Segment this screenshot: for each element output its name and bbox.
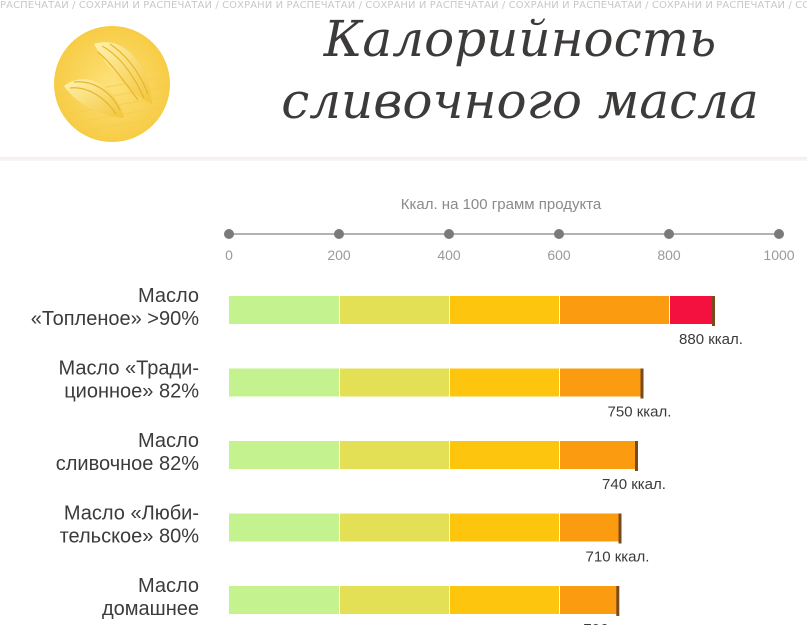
bar-value-label: 750 ккал. <box>608 404 672 421</box>
bar-segment <box>450 296 559 324</box>
butter-photo <box>54 26 170 142</box>
bar-value-label: 710 ккал. <box>586 549 650 566</box>
x-axis-tick-dot <box>664 229 674 239</box>
bar-category-label-line: «Топленое» >90% <box>31 308 199 330</box>
x-axis-tick-label: 200 <box>327 247 351 263</box>
bar-value-label: 706 ккал. <box>583 621 647 625</box>
bar-value-label: 880 ккал. <box>679 331 743 348</box>
x-axis-tick-label: 0 <box>225 247 233 263</box>
bar-segment <box>560 441 636 469</box>
bar-segment <box>670 296 713 324</box>
x-axis-tick-label: 600 <box>547 247 571 263</box>
x-axis-tick-dot <box>334 229 344 239</box>
x-axis-tick-dot <box>224 229 234 239</box>
bar-category-label-line: Масло <box>138 575 199 597</box>
bar-segment <box>340 441 449 469</box>
bar-category-label-line: ционное» 82% <box>64 381 199 403</box>
bar-category-label: Масло «Люби-тельское» 80% <box>60 503 200 548</box>
bar-value-label: 740 ккал. <box>602 476 666 493</box>
bar-segment <box>560 513 620 542</box>
bar-segment <box>229 586 339 614</box>
bar-category-label-line: Масло «Люби- <box>64 503 199 525</box>
bar-category-label-line: Масло «Тради- <box>58 358 199 380</box>
bar-segment <box>450 368 559 397</box>
bar-segment <box>229 441 339 469</box>
bar-category-label: Масло «Тради-ционное» 82% <box>58 358 199 403</box>
bar-category-label: Масло домашнее <box>102 575 199 620</box>
bar-segment <box>560 296 669 324</box>
bar-category-label: Масло сливочное 82% <box>56 430 199 475</box>
title-line-1: Калорийность <box>323 10 717 68</box>
bar-segment <box>340 586 449 614</box>
x-axis-tick-label: 400 <box>437 247 461 263</box>
bar-segment <box>229 296 339 324</box>
title-line-2: сливочного масла <box>281 72 759 130</box>
bar-end-marker <box>712 296 715 326</box>
bar-segment <box>340 368 449 397</box>
x-axis-tick-dot <box>774 229 784 239</box>
bar-segment <box>450 586 559 614</box>
bar-segment <box>450 513 559 542</box>
bar-end-marker <box>635 441 638 471</box>
bar-segment <box>229 368 339 397</box>
bar-category-label-line: Масло <box>138 285 199 307</box>
bar-segment <box>560 586 618 614</box>
bar-end-marker <box>618 513 622 544</box>
bar-segment <box>340 513 449 542</box>
bar-category-label: Масло «Топленое» >90% <box>31 285 199 330</box>
x-axis-tick-dot <box>554 229 564 239</box>
x-axis-title: Ккал. на 100 грамм продукта <box>401 196 602 213</box>
bar-end-marker <box>640 368 644 399</box>
bar-segment <box>560 368 642 397</box>
header-divider <box>0 157 807 161</box>
bar-category-label-line: домашнее <box>102 598 199 620</box>
watermark-strip: РАСПЕЧАТАЙ / СОХРАНИ И РАСПЕЧАТАЙ / СОХР… <box>0 0 807 11</box>
bar-category-label-line: тельское» 80% <box>60 526 200 548</box>
bar-segment <box>450 441 559 469</box>
bar-segment <box>340 296 449 324</box>
x-axis-tick-label: 1000 <box>763 247 794 263</box>
x-axis-tick-label: 800 <box>657 247 681 263</box>
bar-end-marker <box>616 586 620 616</box>
bar-category-label-line: Масло <box>138 430 199 452</box>
x-axis-tick-dot <box>444 229 454 239</box>
bar-category-label-line: сливочное 82% <box>56 453 199 475</box>
bar-segment <box>229 513 339 542</box>
page-title: Калорийность сливочного масла <box>240 8 800 132</box>
